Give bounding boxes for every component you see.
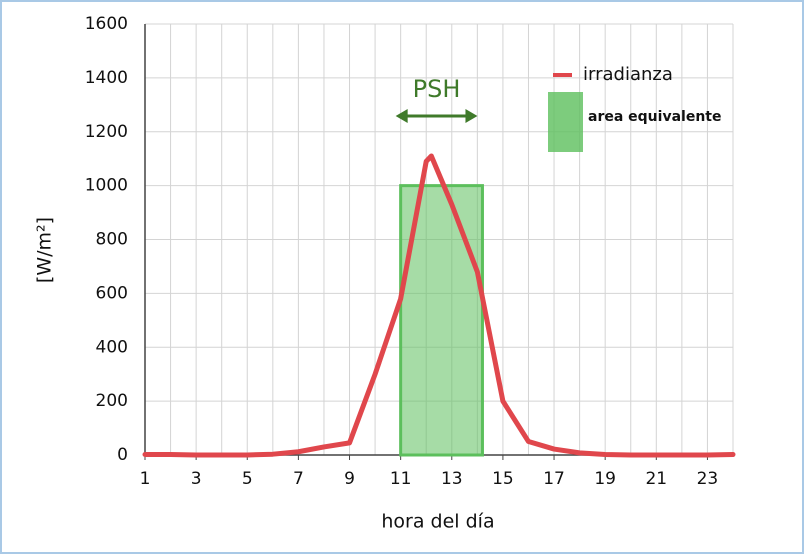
x-tick-label: 1 <box>140 469 151 489</box>
x-tick-label: 3 <box>191 469 202 489</box>
y-tick-label: 800 <box>96 230 128 250</box>
irradiance-line <box>142 153 736 458</box>
legend-label: area equivalente <box>588 109 721 125</box>
x-tick-label: 15 <box>492 469 514 489</box>
x-tick-label: 23 <box>697 469 719 489</box>
y-tick-label: 600 <box>96 283 128 303</box>
y-tick-label: 1600 <box>85 14 128 34</box>
x-axis-label: hora del día <box>381 511 494 533</box>
y-tick-label: 400 <box>96 337 128 357</box>
x-tick-label: 11 <box>390 469 412 489</box>
y-axis-label: [W/m²] <box>34 217 56 283</box>
legend-label: irradianza <box>583 64 673 85</box>
x-tick-label: 9 <box>344 469 355 489</box>
psh-arrowhead <box>465 109 478 123</box>
y-tick-label: 1200 <box>85 122 128 142</box>
y-tick-label: 0 <box>117 445 128 465</box>
x-tick-label: 7 <box>293 469 304 489</box>
x-tick-label: 21 <box>645 469 667 489</box>
x-tick-label: 13 <box>441 469 463 489</box>
y-tick-label: 1400 <box>85 68 128 88</box>
legend-swatch <box>548 92 583 152</box>
x-tick-label: 19 <box>594 469 616 489</box>
psh-label: PSH <box>413 75 461 103</box>
y-tick-label: 200 <box>96 391 128 411</box>
psh-arrowhead <box>395 109 408 123</box>
x-tick-label: 17 <box>543 469 565 489</box>
y-tick-label: 1000 <box>85 176 128 196</box>
x-tick-label: 5 <box>242 469 253 489</box>
